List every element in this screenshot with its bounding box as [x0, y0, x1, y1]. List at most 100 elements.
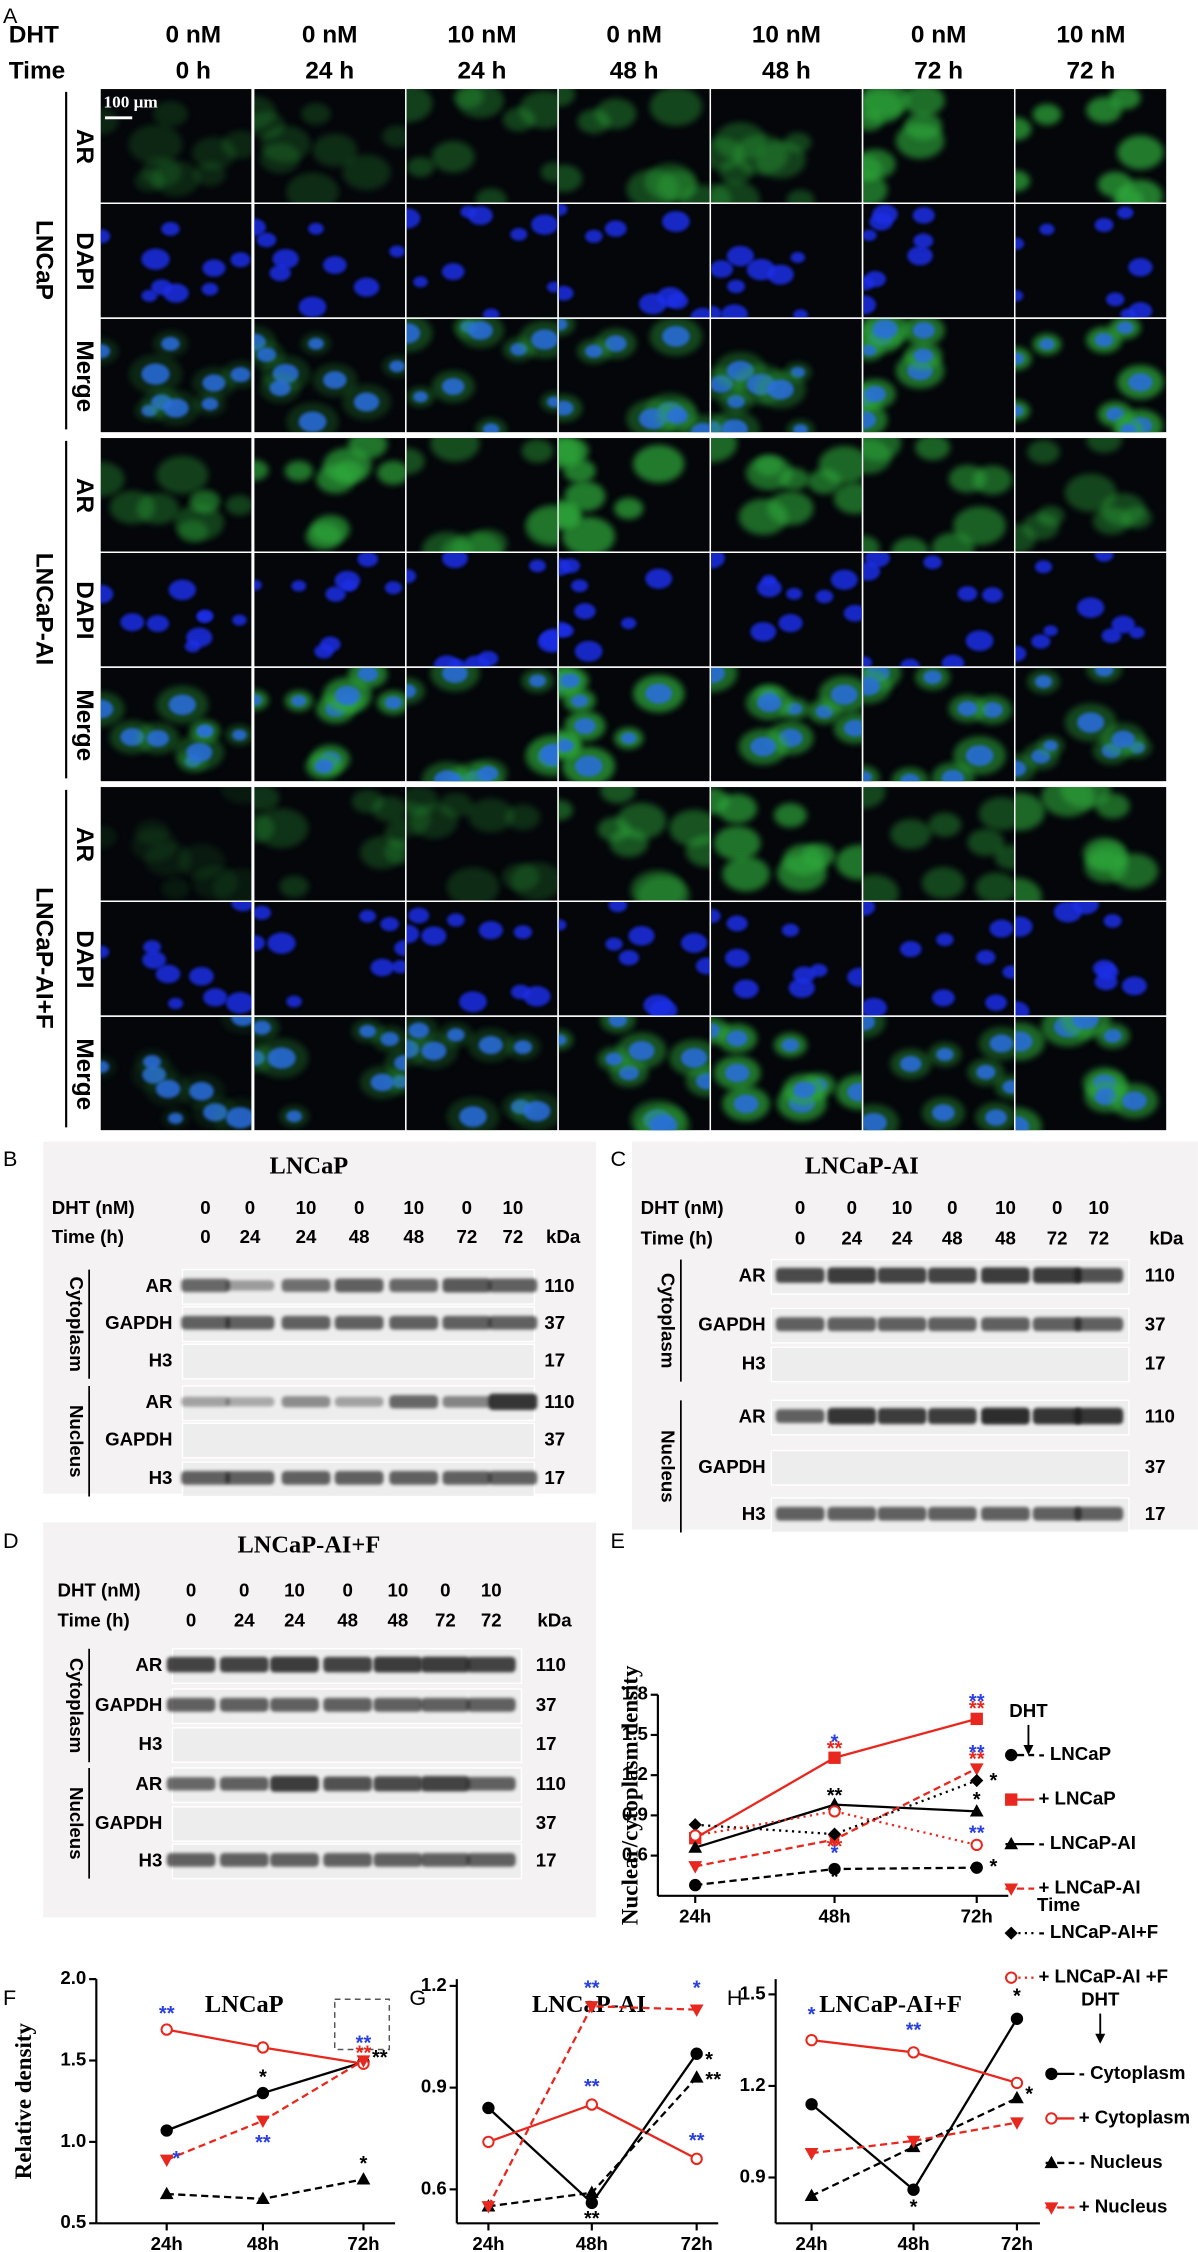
blot-strip [770, 1449, 1130, 1486]
nucleus [872, 319, 898, 339]
group-label: LNCaP [31, 220, 58, 300]
lane-dht: 0 [847, 1197, 857, 1218]
blot-band [181, 1278, 230, 1293]
ar-signal [562, 516, 615, 552]
lane-time: 24 [284, 1609, 305, 1630]
ar-signal [902, 89, 945, 116]
micrograph [406, 787, 558, 901]
nucleus [406, 924, 420, 944]
blot-band [323, 1656, 373, 1673]
nucleus [231, 1016, 252, 1027]
blot-title: LNCaP [270, 1152, 349, 1179]
lane-dht: 0 [947, 1197, 957, 1218]
nucleus [843, 719, 862, 737]
marker [356, 2172, 371, 2185]
channel-label: Merge [71, 689, 98, 761]
dht-header: 0 nM [606, 21, 662, 48]
lane-time: 72 [456, 1226, 477, 1247]
fraction-label: Cytoplasm [66, 1277, 87, 1372]
significance-mark: ** [969, 1698, 985, 1720]
nucleus [168, 694, 197, 715]
micrograph [100, 438, 252, 552]
nucleus [792, 966, 816, 984]
nucleus [384, 696, 403, 710]
ar-signal [151, 160, 201, 197]
significance-mark: ** [906, 2019, 922, 2041]
nucleus [231, 901, 252, 912]
protein-label: AR [145, 1275, 172, 1296]
protein-label: AR [739, 1405, 766, 1426]
nucleus [560, 558, 581, 574]
lane-dht: 10 [1088, 1197, 1109, 1218]
legend-marker [1005, 1793, 1018, 1806]
nucleus [100, 344, 111, 359]
ar-signal [225, 494, 252, 516]
blot-band [323, 1697, 373, 1712]
nucleus [726, 915, 748, 932]
significance-mark: * [808, 2004, 816, 2026]
ar-signal [342, 154, 391, 191]
micrograph [100, 552, 252, 667]
nucleus [298, 296, 327, 318]
micrograph [863, 1016, 1015, 1131]
marker [907, 2046, 920, 2059]
ar-signal [406, 89, 433, 123]
ar-signal [1109, 89, 1141, 110]
x-tick-label: 72h [1001, 2233, 1033, 2252]
nucleus [628, 926, 655, 946]
nucleus [781, 923, 800, 937]
micrograph [1015, 901, 1167, 1016]
nucleus [863, 1112, 887, 1131]
ar-signal [1036, 505, 1065, 526]
legend-marker [1004, 1836, 1019, 1850]
nucleus [558, 919, 567, 931]
channel-label: AR [71, 478, 98, 514]
marker [688, 1861, 703, 1874]
nucleus [189, 1081, 214, 1101]
blot-band [981, 1317, 1030, 1332]
nucleus [1111, 615, 1136, 634]
dht-header: 10 nM [1056, 21, 1125, 48]
marker [828, 1862, 841, 1876]
ar-signal [377, 460, 406, 485]
lane-dht: 10 [388, 1579, 409, 1600]
nucleus [1072, 901, 1099, 915]
blot-band [389, 1395, 439, 1409]
marker [688, 1840, 703, 1853]
marker [805, 2033, 818, 2047]
nucleus [513, 1040, 533, 1054]
nucleus [146, 730, 170, 747]
y-tick-label: 1.5 [740, 1982, 766, 2003]
nucleus [1043, 625, 1058, 637]
ar-signal [136, 492, 180, 525]
marker [1010, 2012, 1024, 2025]
ar-signal [773, 803, 807, 828]
micrograph [254, 318, 406, 433]
y-tick-label: 1.5 [622, 1723, 648, 1744]
nucleus [256, 232, 277, 248]
blot-band [466, 1776, 516, 1791]
ar-signal [540, 162, 558, 183]
nucleus [325, 586, 346, 602]
nucleus [413, 276, 428, 288]
nucleus [314, 759, 334, 774]
channel-label: DAPI [71, 581, 98, 639]
micrograph [100, 203, 252, 318]
significance-mark: * [693, 1978, 701, 2000]
nucleus [168, 579, 197, 601]
marker [689, 2004, 704, 2017]
legend-marker [1045, 2112, 1058, 2125]
nucleus [863, 901, 876, 916]
nucleus [574, 640, 603, 662]
nucleus [142, 950, 167, 969]
micrograph [863, 901, 1015, 1016]
nucleus [558, 318, 568, 331]
nucleus [529, 559, 546, 573]
nucleus [571, 694, 589, 708]
nucleus [155, 1079, 181, 1099]
nucleus [750, 622, 777, 642]
blot-strip [171, 1727, 523, 1763]
blot-band [270, 1656, 319, 1673]
ar-signal [1032, 103, 1062, 126]
nucleus [254, 579, 262, 591]
